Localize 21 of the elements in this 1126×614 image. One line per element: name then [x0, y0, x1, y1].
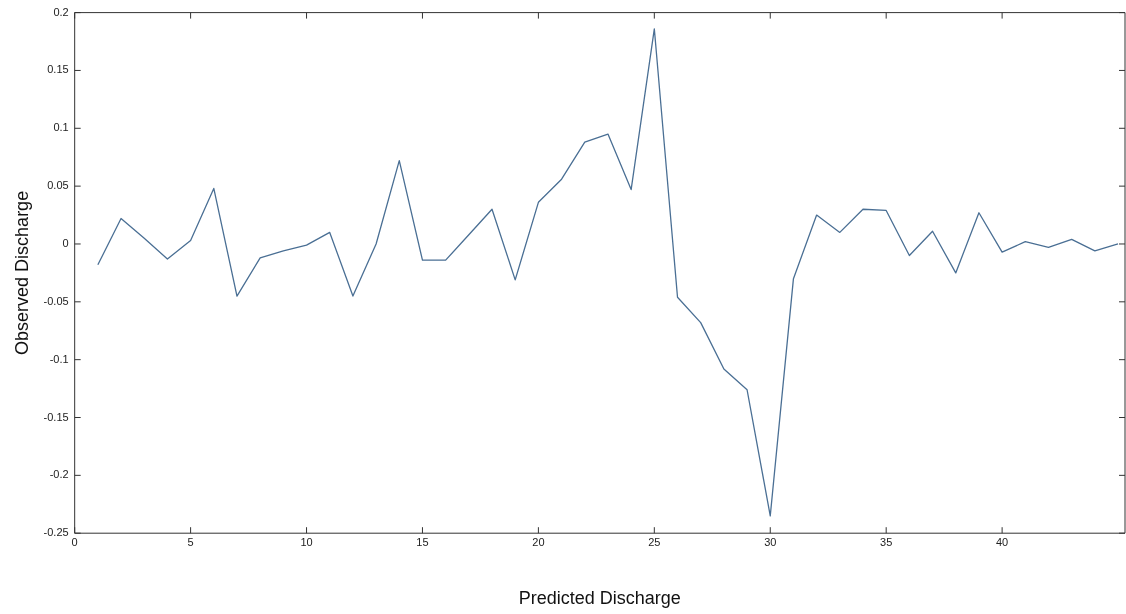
x-tick-label: 0	[71, 535, 78, 548]
x-axis-title: Predicted Discharge	[518, 588, 681, 609]
x-tick-label: 10	[300, 535, 313, 548]
y-tick-label: 0	[62, 237, 69, 250]
y-tick-label: -0.2	[49, 468, 69, 481]
x-tick-label: 20	[532, 535, 545, 548]
y-tick-label: -0.15	[43, 410, 69, 423]
x-tick-label: 30	[764, 535, 777, 548]
x-tick-label: 40	[995, 535, 1009, 548]
x-tick-label: 35	[880, 535, 893, 548]
y-tick-label: 0.1	[53, 121, 69, 134]
y-tick-label: -0.05	[43, 294, 69, 307]
y-tick-label: 0.15	[47, 63, 69, 76]
y-tick-label: -0.25	[43, 526, 69, 539]
x-tick-label: 5	[187, 535, 194, 548]
y-tick-label: 0.2	[53, 5, 69, 18]
y-tick-label: -0.1	[49, 352, 69, 365]
x-tick-label: 25	[648, 535, 661, 548]
y-tick-label: 0.05	[47, 179, 69, 192]
y-axis-title: Observed Discharge	[11, 190, 32, 355]
x-tick-label: 15	[416, 535, 429, 548]
